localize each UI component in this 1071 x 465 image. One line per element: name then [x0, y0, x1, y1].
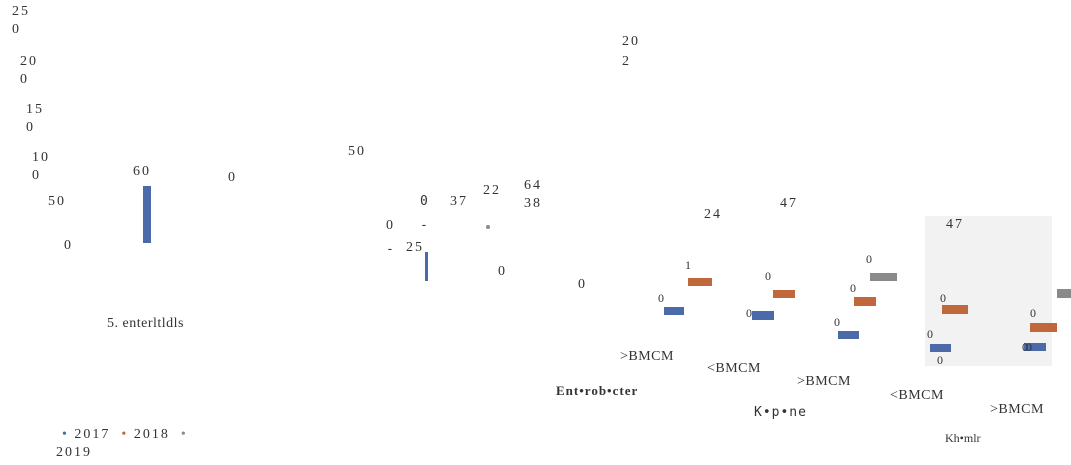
- legend-label-2019: 2019: [56, 445, 92, 460]
- bar-2017-a: [143, 186, 151, 243]
- bar-2018-g: [1030, 323, 1057, 332]
- bar-2018-d: [773, 290, 795, 298]
- x-tick-label: >BMCM: [990, 402, 1044, 417]
- bar-label: 0: [940, 291, 946, 305]
- y-tick-label: 10: [32, 150, 50, 165]
- bar-label: 0: [765, 269, 771, 283]
- x-tick-label: >BMCM: [797, 374, 851, 389]
- bar-label: 1: [685, 258, 691, 272]
- y-tick-label: 0: [64, 238, 73, 253]
- x-group-label: Ent•rob•cter: [556, 383, 639, 398]
- bar-2017-f: [930, 344, 951, 352]
- y-tick-label: 0: [12, 22, 21, 37]
- data-label: 24: [704, 207, 722, 222]
- data-label: 2: [622, 54, 631, 69]
- bar-label: 0: [937, 353, 943, 367]
- x-tick-label: <BMCM: [707, 361, 761, 376]
- chart-subtitle: 5. enterltldls: [107, 316, 184, 331]
- bar-2017-e: [838, 331, 859, 339]
- bar-2017-c: [664, 307, 684, 315]
- data-label: 0: [386, 218, 395, 233]
- bar-label: 0: [1026, 340, 1032, 354]
- data-label: 37: [450, 194, 468, 209]
- bar-label: 0: [746, 306, 752, 320]
- y-tick-label: 0: [26, 120, 35, 135]
- bar-label: 0: [658, 291, 664, 305]
- legend-marker-2017: •: [62, 427, 69, 442]
- data-label: 64: [524, 178, 542, 193]
- bar-2019-g: [1057, 289, 1071, 298]
- data-label: 0: [420, 194, 429, 209]
- y-tick-label: 15: [26, 102, 44, 117]
- data-label: 38: [524, 196, 542, 211]
- data-label: 60: [133, 164, 151, 179]
- data-label: 0: [498, 264, 507, 279]
- bar-2018-e: [854, 297, 876, 306]
- x-group-label: K•p•ne: [754, 405, 807, 420]
- legend-label-2017: 2017: [74, 427, 111, 442]
- bar-2017-b: [425, 252, 428, 281]
- y-tick-label: 20: [20, 54, 38, 69]
- bar-2017-g: [1024, 343, 1046, 351]
- data-label: 25: [406, 240, 424, 255]
- data-label: 0: [578, 277, 587, 292]
- y-tick-label: 25: [12, 4, 30, 19]
- data-label: 50: [348, 144, 366, 159]
- legend-marker-2019: •: [180, 427, 188, 442]
- y-tick-label: 50: [48, 194, 66, 209]
- x-tick-label: >BMCM: [620, 349, 674, 364]
- bar-2019-e: [870, 273, 897, 281]
- bar-label: 0: [866, 252, 872, 266]
- bar-label: 0: [850, 281, 856, 295]
- bar-2018-f: [942, 305, 968, 314]
- data-label: 20: [622, 34, 640, 49]
- highlight-region: [925, 216, 1052, 366]
- scatter-dot: [486, 225, 490, 229]
- data-label: -: [420, 218, 429, 233]
- x-group-label: Kh•mlr: [945, 431, 981, 445]
- data-label: 47: [780, 196, 798, 211]
- bar-label: 0: [927, 327, 933, 341]
- data-label: -: [386, 242, 395, 257]
- bar-label: 0: [1030, 306, 1036, 320]
- legend-marker-2018: •: [121, 427, 129, 442]
- bar-label: 0: [1022, 340, 1028, 354]
- legend-label-2018: 2018: [133, 427, 170, 442]
- data-label: 22: [483, 183, 501, 198]
- legend: • 2017 • 2018 • 2019: [56, 426, 252, 462]
- y-tick-label: 0: [32, 168, 41, 183]
- bar-label: 0: [834, 315, 840, 329]
- bar-2017-d: [752, 311, 774, 320]
- data-label: 47: [946, 217, 964, 232]
- y-tick-label: 0: [20, 72, 29, 87]
- bar-2018-c: [688, 278, 712, 286]
- data-label: 0: [228, 170, 237, 185]
- x-tick-label: <BMCM: [890, 388, 944, 403]
